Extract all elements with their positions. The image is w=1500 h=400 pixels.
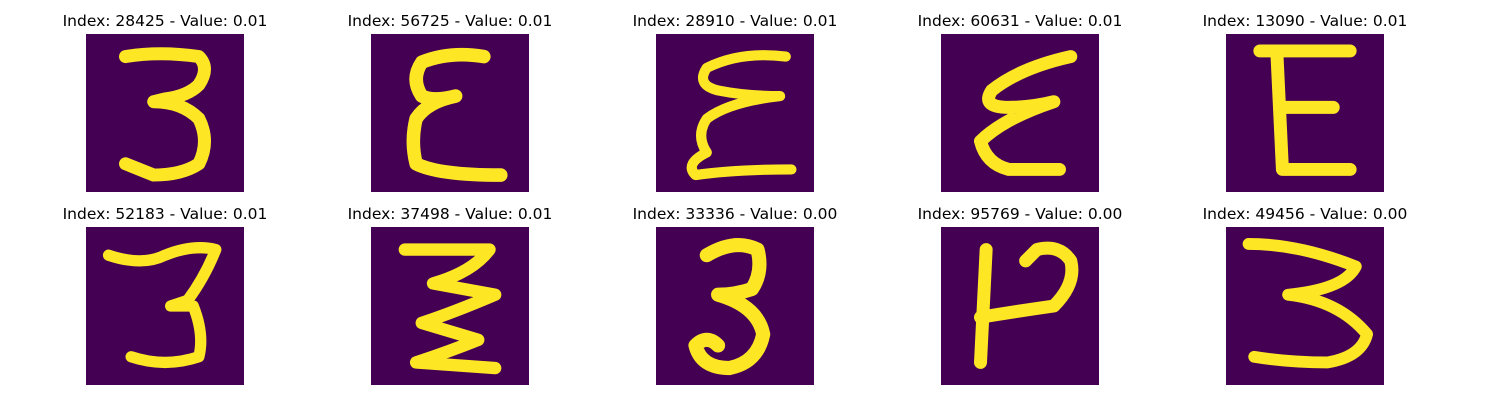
panel-3: Index: 28910 - Value: 0.01: [575, 0, 895, 192]
panel-6: Index: 52183 - Value: 0.01: [5, 193, 325, 385]
digit-image: [86, 34, 244, 192]
panel-title: Index: 28910 - Value: 0.01: [632, 12, 838, 30]
panel-title: Index: 13090 - Value: 0.01: [1202, 12, 1408, 30]
digit-image: [371, 227, 529, 385]
panel-1: Index: 28425 - Value: 0.01: [5, 0, 325, 192]
panel-4: Index: 60631 - Value: 0.01: [860, 0, 1180, 192]
panel-title: Index: 95769 - Value: 0.00: [917, 205, 1123, 223]
panel-title: Index: 60631 - Value: 0.01: [917, 12, 1123, 30]
panel-title: Index: 49456 - Value: 0.00: [1202, 205, 1408, 223]
panel-title: Index: 33336 - Value: 0.00: [632, 205, 838, 223]
panel-10: Index: 49456 - Value: 0.00: [1145, 193, 1465, 385]
glyph-stroke: [974, 241, 1079, 369]
digit-image: [86, 227, 244, 385]
panel-9: Index: 95769 - Value: 0.00: [860, 193, 1180, 385]
panel-title: Index: 52183 - Value: 0.01: [62, 205, 268, 223]
panel-7: Index: 37498 - Value: 0.01: [290, 193, 610, 385]
digit-image: [656, 227, 814, 385]
glyph-stroke: [1253, 44, 1357, 176]
panel-title: Index: 28425 - Value: 0.01: [62, 12, 268, 30]
digit-image: [1226, 227, 1384, 385]
glyph-stroke: [102, 242, 222, 369]
panel-8: Index: 33336 - Value: 0.00: [575, 193, 895, 385]
panel-5: Index: 13090 - Value: 0.01: [1145, 0, 1465, 192]
panel-2: Index: 56725 - Value: 0.01: [290, 0, 610, 192]
glyph-stroke: [119, 47, 211, 182]
panel-title: Index: 37498 - Value: 0.01: [347, 205, 553, 223]
glyph-stroke: [686, 50, 797, 181]
digit-image: [656, 34, 814, 192]
digit-image: [371, 34, 529, 192]
glyph-stroke: [974, 50, 1078, 176]
glyph-stroke: [1242, 238, 1373, 369]
glyph-stroke: [688, 238, 771, 376]
glyph-stroke: [406, 47, 508, 182]
digit-image: [941, 227, 1099, 385]
digit-image: [941, 34, 1099, 192]
panel-title: Index: 56725 - Value: 0.01: [347, 12, 553, 30]
digit-image: [1226, 34, 1384, 192]
glyph-stroke: [398, 243, 502, 375]
